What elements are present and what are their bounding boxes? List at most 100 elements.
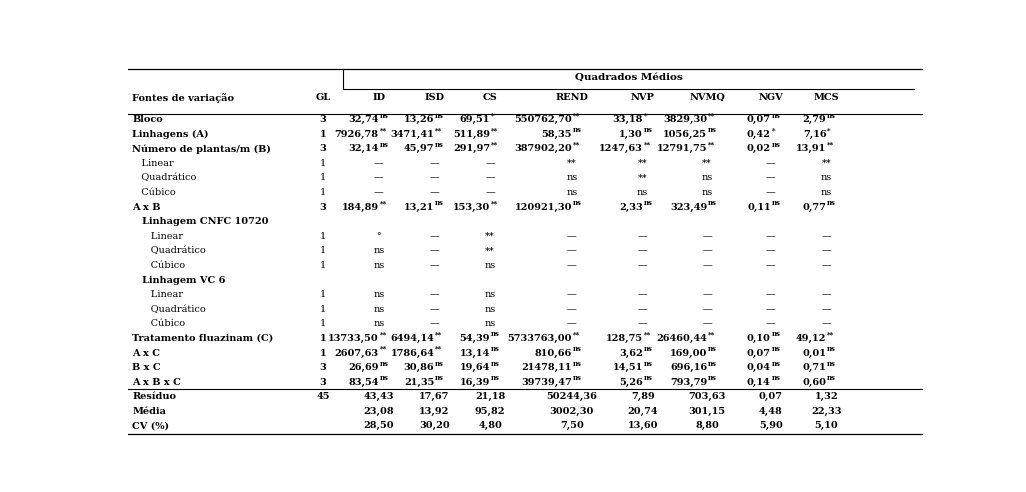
Text: 14,51: 14,51 [613, 363, 642, 372]
Text: 2607,63: 2607,63 [334, 348, 379, 358]
Text: 43,43: 43,43 [363, 392, 394, 401]
Text: —: — [702, 319, 712, 328]
Text: 0,04: 0,04 [747, 363, 771, 372]
Text: **: ** [573, 112, 580, 120]
Text: —: — [765, 305, 776, 314]
Text: —: — [702, 232, 712, 241]
Text: 0,11: 0,11 [747, 203, 771, 212]
Text: 21478,11: 21478,11 [521, 363, 571, 372]
Text: Média: Média [132, 407, 166, 416]
Text: NVMQ: NVMQ [689, 93, 725, 102]
Text: 45: 45 [316, 392, 329, 401]
Text: —: — [702, 290, 712, 299]
Text: —: — [822, 319, 831, 328]
Text: ns: ns [772, 374, 781, 382]
Text: 95,82: 95,82 [475, 407, 505, 416]
Text: 1: 1 [320, 246, 326, 255]
Text: 54,39: 54,39 [460, 334, 490, 343]
Text: ns: ns [373, 319, 385, 328]
Text: 39739,47: 39739,47 [521, 378, 571, 387]
Text: 793,79: 793,79 [670, 378, 707, 387]
Text: 696,16: 696,16 [670, 363, 707, 372]
Text: 1: 1 [320, 159, 326, 168]
Text: 0,02: 0,02 [747, 144, 771, 154]
Text: 0,01: 0,01 [802, 348, 826, 358]
Text: —: — [765, 246, 776, 255]
Text: 50244,36: 50244,36 [547, 392, 597, 401]
Text: ns: ns [573, 360, 582, 368]
Text: 0,60: 0,60 [802, 378, 826, 387]
Text: —: — [373, 159, 384, 168]
Text: 0,71: 0,71 [802, 363, 826, 372]
Text: 83,54: 83,54 [348, 378, 379, 387]
Text: A x B: A x B [132, 203, 161, 212]
Text: 30,86: 30,86 [404, 363, 434, 372]
Text: —: — [765, 232, 776, 241]
Text: 69,51: 69,51 [460, 115, 490, 124]
Text: ISD: ISD [425, 93, 444, 102]
Text: 1,30: 1,30 [619, 130, 642, 139]
Text: ns: ns [772, 141, 781, 149]
Text: 8,80: 8,80 [696, 422, 719, 430]
Text: 0,07: 0,07 [747, 348, 771, 358]
Text: ns: ns [484, 319, 496, 328]
Text: CV (%): CV (%) [132, 422, 169, 430]
Text: ns: ns [573, 126, 582, 134]
Text: ns: ns [380, 141, 389, 149]
Text: ns: ns [708, 199, 717, 207]
Text: REND: REND [555, 93, 588, 102]
Text: 1: 1 [320, 232, 326, 241]
Text: ns: ns [827, 345, 836, 353]
Text: ns: ns [573, 199, 582, 207]
Text: **: ** [485, 246, 495, 255]
Text: —: — [567, 319, 577, 328]
Text: —: — [485, 188, 495, 197]
Text: ns: ns [637, 188, 648, 197]
Text: Linear: Linear [132, 290, 184, 299]
Text: 45,97: 45,97 [404, 144, 434, 154]
Text: 3002,30: 3002,30 [550, 407, 594, 416]
Text: —: — [702, 261, 712, 270]
Text: Linhagem CNFC 10720: Linhagem CNFC 10720 [132, 217, 269, 226]
Text: —: — [638, 319, 647, 328]
Text: **: ** [573, 330, 580, 338]
Text: —: — [765, 319, 776, 328]
Text: ns: ns [484, 261, 496, 270]
Text: 13,60: 13,60 [628, 422, 658, 430]
Text: *: * [490, 112, 495, 120]
Text: ns: ns [490, 374, 500, 382]
Text: ns: ns [772, 112, 781, 120]
Text: ns: ns [380, 112, 389, 120]
Text: —: — [702, 305, 712, 314]
Text: ns: ns [573, 345, 582, 353]
Text: 120921,30: 120921,30 [514, 203, 571, 212]
Text: ns: ns [373, 305, 385, 314]
Text: —: — [765, 159, 776, 168]
Text: 0,42: 0,42 [747, 130, 771, 139]
Text: **: ** [573, 141, 580, 149]
Text: —: — [430, 246, 439, 255]
Text: —: — [430, 305, 439, 314]
Text: *: * [643, 112, 647, 120]
Text: —: — [765, 188, 776, 197]
Text: —: — [567, 232, 577, 241]
Text: ns: ns [708, 360, 717, 368]
Text: 22,33: 22,33 [812, 407, 841, 416]
Text: **: ** [435, 330, 442, 338]
Text: 21,18: 21,18 [475, 392, 505, 401]
Text: 184,89: 184,89 [342, 203, 379, 212]
Text: ns: ns [435, 374, 444, 382]
Text: ns: ns [643, 345, 653, 353]
Text: **: ** [490, 141, 498, 149]
Text: Cúbico: Cúbico [132, 188, 176, 197]
Text: ns: ns [643, 374, 653, 382]
Text: 7,89: 7,89 [631, 392, 655, 401]
Text: ns: ns [484, 290, 496, 299]
Text: ns: ns [566, 188, 578, 197]
Text: 153,30: 153,30 [452, 203, 490, 212]
Text: **: ** [490, 199, 498, 207]
Text: ns: ns [643, 360, 653, 368]
Text: ns: ns [373, 246, 385, 255]
Text: ns: ns [708, 126, 717, 134]
Text: **: ** [827, 330, 834, 338]
